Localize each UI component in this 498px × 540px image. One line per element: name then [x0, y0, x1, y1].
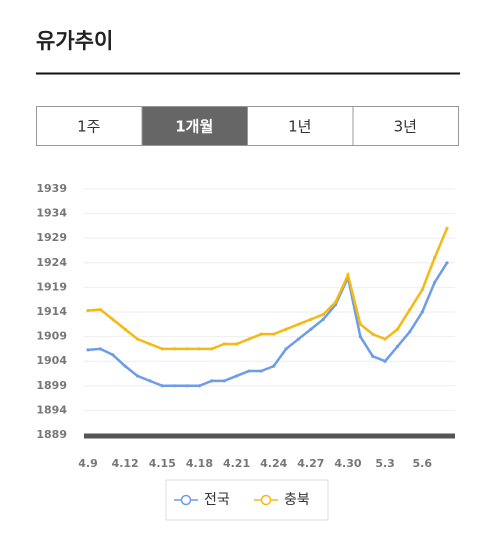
point: [433, 280, 437, 285]
point: [197, 347, 202, 351]
point: [86, 348, 90, 352]
x-tick-label: 4.27: [297, 457, 324, 470]
point: [197, 384, 202, 388]
point: [433, 256, 437, 260]
point: [135, 374, 140, 378]
tab[interactable]: [352, 106, 459, 146]
point: [160, 347, 164, 351]
y-tick-label: 1924: [36, 256, 67, 269]
point: [234, 374, 239, 378]
point: [86, 308, 90, 313]
point: [259, 369, 263, 373]
tab[interactable]: [141, 106, 248, 146]
legend-label: 충북: [284, 492, 310, 508]
tab-label[interactable]: 3년: [394, 118, 417, 136]
point: [408, 330, 412, 334]
point: [383, 337, 387, 341]
point: [420, 310, 424, 314]
point: [247, 337, 251, 341]
y-tick-label: 1914: [36, 305, 67, 318]
point: [234, 342, 239, 346]
legend-label: 전국: [204, 492, 230, 508]
point: [383, 359, 387, 363]
legend-marker: [180, 494, 192, 506]
point: [111, 353, 115, 357]
point: [408, 307, 412, 312]
point: [123, 327, 127, 331]
point: [98, 347, 102, 351]
series-line: [87, 262, 449, 388]
x-tick-label: 4.15: [149, 457, 176, 470]
y-tick-label: 1889: [36, 428, 67, 441]
point: [309, 317, 313, 321]
point: [346, 273, 350, 277]
point: [185, 347, 189, 351]
x-tick-label: 4.30: [334, 457, 361, 470]
tab[interactable]: [247, 106, 354, 146]
point: [371, 354, 375, 358]
y-tick-label: 1894: [36, 403, 67, 416]
series-line: [87, 227, 449, 351]
point: [296, 322, 301, 326]
y-tick-label: 1939: [36, 182, 67, 195]
y-tick-label: 1899: [36, 379, 67, 392]
point: [210, 379, 214, 383]
point: [123, 364, 127, 368]
x-tick-label: 4.21: [223, 457, 250, 470]
point: [358, 322, 362, 326]
point: [222, 342, 226, 346]
y-tick-label: 1909: [36, 330, 67, 343]
point: [284, 347, 288, 351]
tabs: 1주 1개월 1년 3년: [36, 106, 459, 146]
point: [445, 261, 449, 265]
point: [210, 347, 214, 351]
y-tick-label: 1929: [36, 231, 67, 244]
point: [321, 312, 325, 317]
point: [296, 337, 301, 341]
x-tick-label: 4.24: [260, 457, 287, 470]
y-tick-label: 1904: [36, 354, 67, 367]
point: [98, 307, 102, 312]
chart: 1889 1894 1899 1904 1909 1914 1919 1924 1929 1934…: [36, 182, 455, 470]
x-tick-label: 5.3: [375, 457, 395, 470]
point: [148, 379, 152, 383]
point: [259, 332, 263, 336]
point: [445, 226, 449, 230]
point: [272, 364, 276, 368]
point: [148, 342, 152, 346]
tab-label[interactable]: 1년: [288, 118, 311, 136]
legend-box: [165, 479, 329, 521]
point: [284, 327, 288, 331]
point: [309, 327, 313, 331]
title: 유가추이: [36, 29, 113, 53]
point: [333, 300, 338, 304]
point: [420, 288, 424, 292]
point: [173, 347, 177, 351]
point: [222, 379, 226, 383]
y-tick-label: 1919: [36, 280, 67, 293]
point: [358, 335, 362, 339]
point: [371, 332, 375, 336]
point: [135, 337, 140, 341]
point: [272, 332, 276, 336]
x-tick-label: 4.12: [112, 457, 139, 470]
y-tick-label: 1934: [36, 207, 67, 220]
point: [173, 384, 177, 388]
tab-label[interactable]: 1주: [77, 118, 100, 136]
tab-label[interactable]: 1개월: [175, 118, 213, 136]
point: [247, 369, 251, 373]
x-tick-label: 4.18: [186, 457, 213, 470]
legend-marker: [260, 494, 272, 506]
x-tick-label: 5.6: [412, 457, 432, 470]
x-tick-label: 4.9: [78, 457, 98, 470]
point: [395, 344, 400, 349]
point: [185, 384, 189, 388]
point: [111, 317, 115, 321]
point: [395, 327, 400, 331]
point: [160, 384, 164, 388]
point: [321, 317, 325, 321]
